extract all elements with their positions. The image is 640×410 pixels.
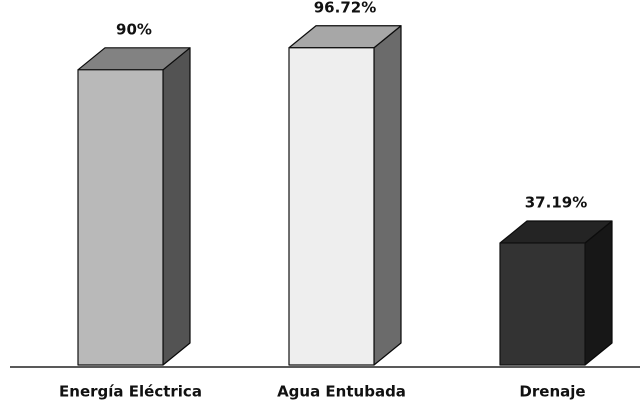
- bar-side: [162, 47, 191, 366]
- bar-side: [373, 25, 402, 366]
- bar: [288, 47, 375, 366]
- x-tick-label: Agua Entubada: [277, 383, 406, 401]
- bar: [77, 69, 164, 366]
- bar: [499, 242, 586, 366]
- value-label: 37.19%: [525, 194, 587, 212]
- value-label: 90%: [116, 20, 152, 38]
- x-tick-label: Drenaje: [519, 383, 585, 401]
- x-tick-label: Energía Eléctrica: [59, 383, 202, 401]
- value-label: 96.72%: [314, 0, 376, 16]
- bar-side: [584, 220, 613, 366]
